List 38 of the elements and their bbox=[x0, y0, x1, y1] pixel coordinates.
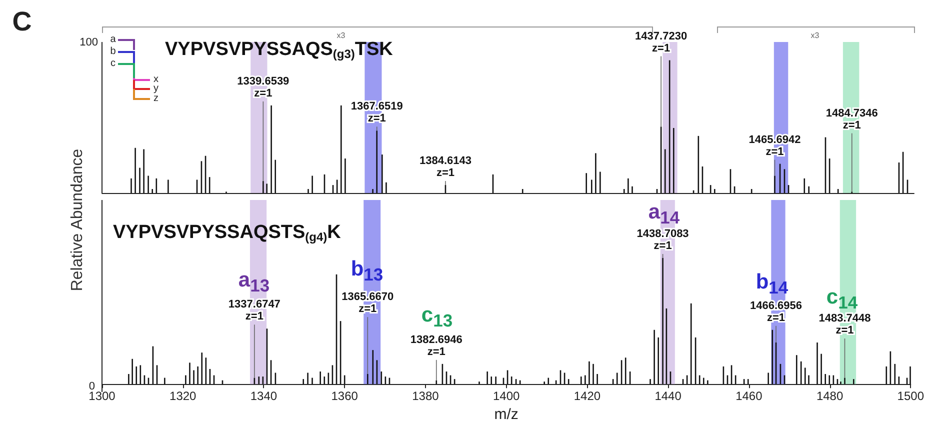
annotation: 1465.6942 z=1 bbox=[748, 134, 801, 158]
text: b bbox=[110, 46, 116, 58]
x-tick-label: 1360 bbox=[331, 389, 358, 404]
annotation: 1483.7448 z=1 bbox=[818, 312, 871, 336]
annotation: z bbox=[154, 93, 158, 105]
annotation: x bbox=[154, 74, 158, 86]
annotation: c$_{13}$ bbox=[421, 303, 453, 333]
text: C bbox=[12, 6, 32, 36]
text: x3 bbox=[810, 31, 820, 41]
text: 100 bbox=[80, 36, 98, 50]
x-tick-label: 1440 bbox=[654, 389, 682, 404]
text: a$_{14}$ bbox=[648, 200, 680, 229]
x-tick-label: 1400 bbox=[492, 389, 520, 404]
annotation: 1438.7083 z=1 bbox=[636, 228, 689, 252]
y-axis-title: Relative Abundance bbox=[69, 148, 87, 292]
annotation: 1365.6670 z=1 bbox=[342, 291, 394, 316]
annotation: c bbox=[110, 58, 116, 70]
annotation: 1484.7346 z=1 bbox=[826, 107, 878, 132]
annotation: 1466.6956 z=1 bbox=[750, 300, 802, 324]
x-tick-label: 1380 bbox=[412, 389, 440, 404]
annotation: 1337.6747 z=1 bbox=[228, 298, 280, 323]
annotation: c$_{14}$ bbox=[826, 285, 858, 313]
x-tick-label: 1340 bbox=[250, 389, 278, 404]
annotation: 1367.6519 z=1 bbox=[350, 100, 403, 125]
text: x3 bbox=[336, 31, 346, 41]
x-tick-label: 1500 bbox=[897, 389, 924, 404]
annotation: 1339.6539 z=1 bbox=[237, 75, 290, 100]
x-tick-label: 1320 bbox=[170, 389, 197, 404]
annotation: 1437.7230 z=1 bbox=[635, 30, 688, 54]
x-tick-label: 1420 bbox=[574, 389, 601, 404]
annotation: a$_{13}$ bbox=[238, 268, 270, 298]
annotation: 1382.6946 z=1 bbox=[410, 334, 462, 358]
x-tick-label: 1480 bbox=[816, 389, 844, 404]
x-tick-label: 1460 bbox=[736, 389, 763, 404]
x-axis-title: m/z bbox=[494, 406, 518, 423]
annotation: 1384.6143 z=1 bbox=[419, 155, 472, 180]
annotation: y bbox=[154, 83, 158, 95]
text: a bbox=[110, 34, 116, 46]
